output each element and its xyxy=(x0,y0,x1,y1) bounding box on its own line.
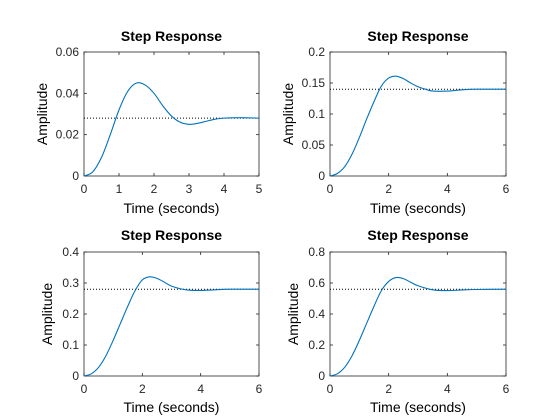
y-tick-label: 0.4 xyxy=(62,245,79,259)
plot-area xyxy=(83,51,260,177)
x-axis-label: Time (seconds) xyxy=(124,200,220,216)
x-tick-label: 4 xyxy=(444,182,451,196)
x-tick-label: 6 xyxy=(503,382,510,396)
step-response-curve xyxy=(83,82,260,177)
step-response-curve xyxy=(329,276,507,377)
y-tick-label: 0.3 xyxy=(62,276,79,290)
x-tick-label: 0 xyxy=(327,382,334,396)
y-tick-label: 0.2 xyxy=(308,338,325,352)
y-tick-label: 0.15 xyxy=(302,76,326,90)
x-tick-label: 6 xyxy=(503,182,510,196)
y-tick-label: 0.1 xyxy=(62,338,79,352)
y-tick-label: 0 xyxy=(318,369,325,383)
x-axis-label: Time (seconds) xyxy=(370,399,466,415)
y-tick-label: 0.6 xyxy=(308,276,325,290)
x-axis-label: Time (seconds) xyxy=(124,399,220,415)
y-tick-label: 0.8 xyxy=(308,245,325,259)
step-response-curve xyxy=(329,75,507,177)
x-axis-label: Time (seconds) xyxy=(370,200,466,216)
y-tick-label: 0.2 xyxy=(308,45,325,59)
plot-area xyxy=(83,251,260,377)
y-tick-label: 0.2 xyxy=(62,307,79,321)
subplot-title: Step Response xyxy=(367,28,468,44)
x-tick-label: 0 xyxy=(81,382,88,396)
x-tick-label: 2 xyxy=(385,182,392,196)
y-tick-label: 0.06 xyxy=(56,45,80,59)
subplot-2: Step Response Time (seconds) Amplitude 0… xyxy=(280,28,510,216)
x-tick-label: 6 xyxy=(256,382,263,396)
y-axis-label: Amplitude xyxy=(280,83,296,145)
x-tick-label: 0 xyxy=(327,182,334,196)
x-tick-label: 1 xyxy=(116,182,123,196)
subplot-4: Step Response Time (seconds) Amplitude 0… xyxy=(285,227,510,415)
y-tick-label: 0.02 xyxy=(56,128,80,142)
x-tick-label: 0 xyxy=(81,182,88,196)
y-axis-label: Amplitude xyxy=(285,283,301,345)
y-axis-label: Amplitude xyxy=(34,83,50,145)
x-tick-label: 4 xyxy=(221,182,228,196)
y-tick-label: 0.4 xyxy=(308,307,325,321)
plot-area xyxy=(329,51,507,177)
plot-area xyxy=(329,251,507,377)
subplot-title: Step Response xyxy=(121,227,222,243)
y-tick-label: 0.1 xyxy=(308,107,325,121)
x-tick-label: 4 xyxy=(197,382,204,396)
y-axis-label: Amplitude xyxy=(39,283,55,345)
subplot-3: Step Response Time (seconds) Amplitude 0… xyxy=(39,227,263,415)
subplot-title: Step Response xyxy=(367,227,468,243)
step-response-curve xyxy=(83,276,260,377)
y-tick-label: 0.04 xyxy=(56,86,80,100)
y-tick-label: 0.05 xyxy=(302,138,326,152)
x-tick-label: 5 xyxy=(256,182,263,196)
subplot-title: Step Response xyxy=(121,28,222,44)
x-tick-label: 2 xyxy=(385,382,392,396)
y-tick-label: 0 xyxy=(72,369,79,383)
x-tick-label: 3 xyxy=(186,182,193,196)
y-tick-label: 0 xyxy=(318,169,325,183)
y-tick-label: 0 xyxy=(72,169,79,183)
subplot-1: Step Response Time (seconds) Amplitude 0… xyxy=(34,28,263,216)
x-tick-label: 4 xyxy=(444,382,451,396)
x-tick-label: 2 xyxy=(151,182,158,196)
x-tick-label: 2 xyxy=(139,382,146,396)
